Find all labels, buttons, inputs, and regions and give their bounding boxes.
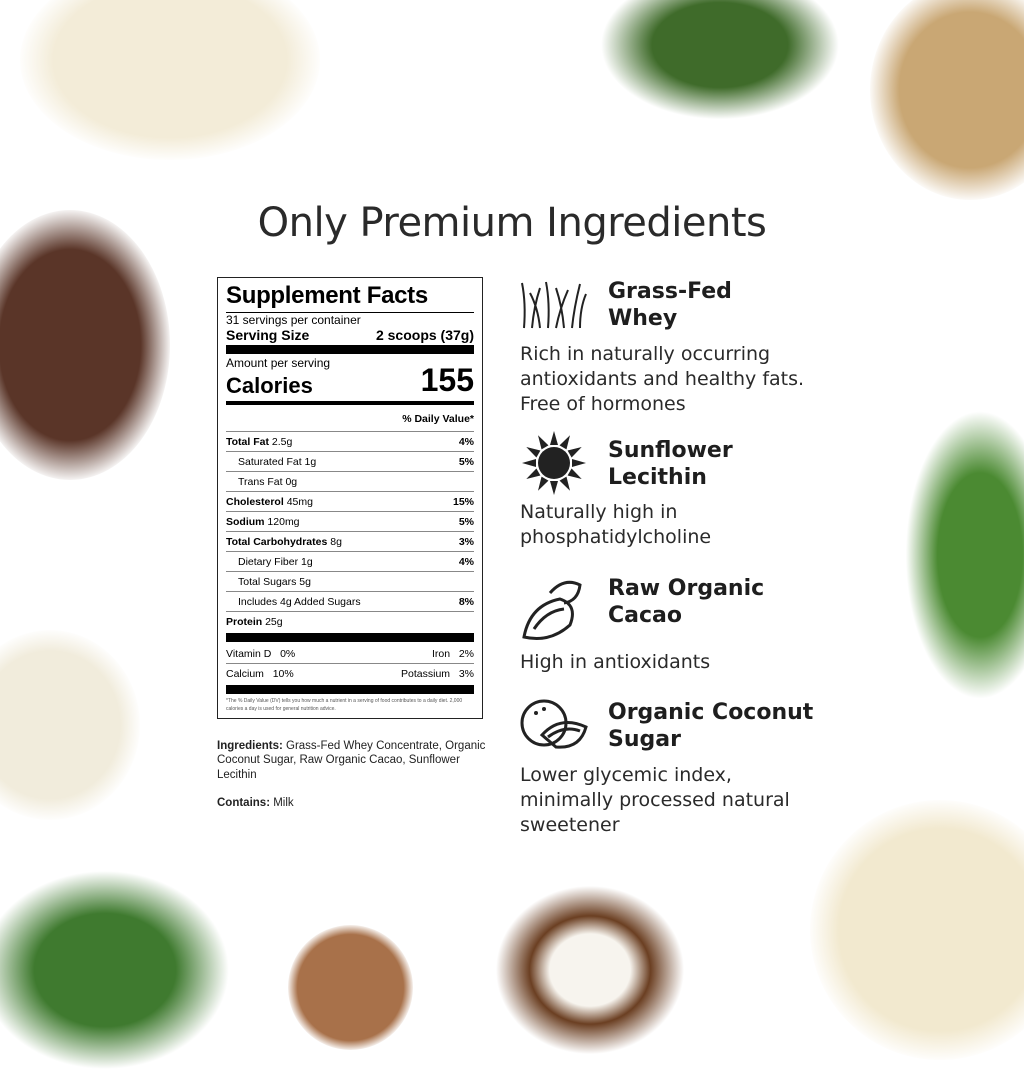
powder-image xyxy=(0,630,140,820)
nutrient-label: Protein 25g xyxy=(226,616,283,628)
nutrient-label: Cholesterol 45mg xyxy=(226,496,313,508)
nutrient-row: Total Sugars 5g xyxy=(226,572,474,592)
contains-list: Milk xyxy=(270,797,294,809)
nutrient-label: Total Carbohydrates 8g xyxy=(226,536,342,548)
nutrient-row: Dietary Fiber 1g 4% xyxy=(226,552,474,572)
ingredients-list: Grass-Fed Whey Concentrate, Organic Coco… xyxy=(217,740,486,781)
daily-value-header: % Daily Value* xyxy=(226,407,474,432)
sunflower-icon xyxy=(522,431,586,495)
label-title: Supplement Facts xyxy=(226,282,474,313)
footnote: *The % Daily Value (DV) tells you how mu… xyxy=(226,698,463,712)
sunflower-seeds-image xyxy=(870,0,1024,200)
nutrient-daily-value: 5% xyxy=(458,516,474,528)
divider xyxy=(226,633,474,642)
ingredients-label: Ingredients: xyxy=(217,740,283,752)
divider xyxy=(226,401,474,405)
nutrient-label: Sodium 120mg xyxy=(226,516,300,528)
coconut-sugar-image xyxy=(288,925,413,1050)
nutrient-daily-value: 5% xyxy=(458,456,474,468)
vitamin-right: Iron 2% xyxy=(431,648,474,660)
nutrient-label: Trans Fat 0g xyxy=(238,476,298,488)
nutrient-label: Total Sugars 5g xyxy=(238,576,311,588)
amount-per-serving: Amount per serving xyxy=(226,356,331,370)
page-title: Only Premium Ingredients xyxy=(257,200,767,246)
vitamin-row: Calcium 10% Potassium 3% xyxy=(226,664,474,683)
coconut-image xyxy=(495,885,685,1055)
powder-pile-image xyxy=(810,800,1024,1060)
calories-label: Calories xyxy=(226,373,313,398)
nutrient-daily-value: 4% xyxy=(458,436,474,448)
contains-text: Contains: Milk xyxy=(217,796,487,810)
cacao-nibs-image xyxy=(0,210,170,480)
calories-row: Calories 155 xyxy=(226,362,474,399)
nutrient-row: Sodium 120mg 5% xyxy=(226,512,474,532)
nutrient-label: Dietary Fiber 1g xyxy=(238,556,313,568)
feature-name: Organic Coconut Sugar xyxy=(608,700,814,752)
divider xyxy=(226,685,474,694)
nutrient-row: Cholesterol 45mg 15% xyxy=(226,492,474,512)
feature-name: Sunflower Lecithin xyxy=(608,438,733,490)
serving-size-row: Serving Size 2 scoops (37g) xyxy=(226,327,474,343)
nutrient-row: Trans Fat 0g xyxy=(226,472,474,492)
nutrient-row: Saturated Fat 1g 5% xyxy=(226,452,474,472)
serving-size-label: Serving Size xyxy=(226,327,310,343)
divider xyxy=(226,345,474,354)
feature-name: Grass-Fed Whey xyxy=(608,279,732,331)
nutrient-row: Includes 4g Added Sugars 8% xyxy=(226,592,474,612)
nutrient-row: Total Carbohydrates 8g 3% xyxy=(226,532,474,552)
feature-name: Raw Organic Cacao xyxy=(608,576,765,628)
nutrient-row: Total Fat 2.5g 4% xyxy=(226,432,474,452)
contains-label: Contains: xyxy=(217,797,271,809)
nutrient-daily-value: 3% xyxy=(458,536,474,548)
feature-description: High in antioxidants xyxy=(520,651,711,673)
servings-per-container: 31 servings per container xyxy=(226,313,361,327)
serving-size-value: 2 scoops (37g) xyxy=(375,327,474,343)
grass-icon xyxy=(521,281,587,329)
calories-value: 155 xyxy=(420,362,474,398)
nutrient-label: Includes 4g Added Sugars xyxy=(238,596,361,608)
vitamin-row: Vitamin D 0% Iron 2% xyxy=(226,644,474,664)
ingredients-text: Ingredients: Grass-Fed Whey Concentrate,… xyxy=(217,739,487,782)
nutrient-row: Protein 25g xyxy=(226,612,474,631)
clover-flower-image xyxy=(0,870,230,1070)
clover-chives-image xyxy=(905,410,1024,700)
feature-description: Lower glycemic index, minimally processe… xyxy=(520,764,790,836)
nutrient-daily-value: 8% xyxy=(458,596,474,608)
nutrient-daily-value: 15% xyxy=(452,496,474,508)
feature-description: Rich in naturally occurring antioxidants… xyxy=(520,343,805,415)
feature-description: Naturally high in phosphatidylcholine xyxy=(520,501,712,548)
herbs-image xyxy=(600,0,840,120)
vitamin-right: Potassium 3% xyxy=(401,668,474,680)
supplement-facts-label: Supplement Facts 31 servings per contain… xyxy=(217,277,483,719)
coconut-icon xyxy=(520,699,588,749)
whey-powder-image xyxy=(20,0,320,160)
vitamin-left: Vitamin D 0% xyxy=(226,648,296,660)
nutrient-label: Total Fat 2.5g xyxy=(226,436,293,448)
cacao-pod-icon xyxy=(522,580,582,640)
nutrient-label: Saturated Fat 1g xyxy=(238,456,317,468)
nutrient-daily-value: 4% xyxy=(458,556,474,568)
vitamin-left: Calcium 10% xyxy=(226,668,294,680)
